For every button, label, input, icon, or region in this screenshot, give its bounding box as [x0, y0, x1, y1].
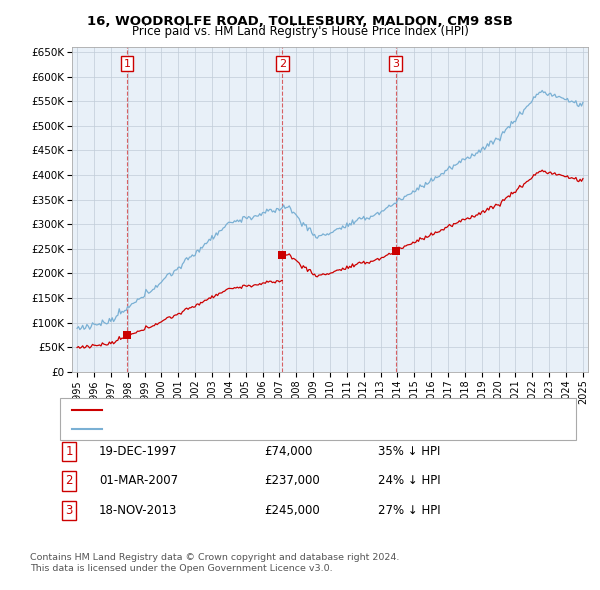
Text: 19-DEC-1997: 19-DEC-1997 [99, 445, 178, 458]
Text: 27% ↓ HPI: 27% ↓ HPI [378, 504, 440, 517]
Text: Price paid vs. HM Land Registry's House Price Index (HPI): Price paid vs. HM Land Registry's House … [131, 25, 469, 38]
Text: £74,000: £74,000 [264, 445, 313, 458]
Text: 24% ↓ HPI: 24% ↓ HPI [378, 474, 440, 487]
Text: 1: 1 [65, 445, 73, 458]
Text: 16, WOODROLFE ROAD, TOLLESBURY, MALDON, CM9 8SB (detached house): 16, WOODROLFE ROAD, TOLLESBURY, MALDON, … [108, 405, 503, 415]
Text: 3: 3 [392, 58, 399, 68]
Text: 2: 2 [279, 58, 286, 68]
Text: HPI: Average price, detached house, Maldon: HPI: Average price, detached house, Mald… [108, 424, 339, 434]
Text: 18-NOV-2013: 18-NOV-2013 [99, 504, 178, 517]
Text: 35% ↓ HPI: 35% ↓ HPI [378, 445, 440, 458]
Text: £237,000: £237,000 [264, 474, 320, 487]
Text: 01-MAR-2007: 01-MAR-2007 [99, 474, 178, 487]
Text: Contains HM Land Registry data © Crown copyright and database right 2024.: Contains HM Land Registry data © Crown c… [30, 553, 400, 562]
Text: £245,000: £245,000 [264, 504, 320, 517]
Text: 2: 2 [65, 474, 73, 487]
Text: 1: 1 [124, 58, 131, 68]
Text: This data is licensed under the Open Government Licence v3.0.: This data is licensed under the Open Gov… [30, 565, 332, 573]
Text: 16, WOODROLFE ROAD, TOLLESBURY, MALDON, CM9 8SB: 16, WOODROLFE ROAD, TOLLESBURY, MALDON, … [87, 15, 513, 28]
Text: 3: 3 [65, 504, 73, 517]
